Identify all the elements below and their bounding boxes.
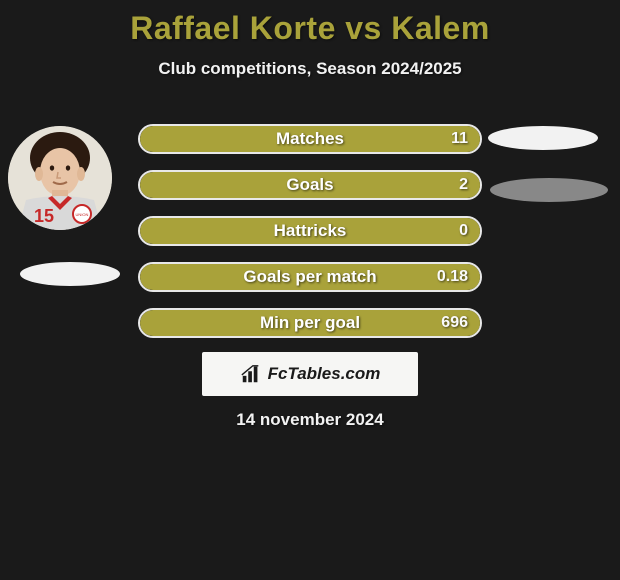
club-badge-text: UNION [76,212,89,217]
stat-row-hattricks: Hattricks 0 [138,216,482,246]
stat-value: 0 [459,218,468,244]
comparison-card: Raffael Korte vs Kalem Club competitions… [0,0,620,580]
bar-chart-icon [240,363,262,385]
stat-row-goals-per-match: Goals per match 0.18 [138,262,482,292]
jersey-number: 15 [34,206,54,226]
watermark: FcTables.com [202,352,418,396]
stat-value: 11 [451,126,468,152]
watermark-text: FcTables.com [268,364,381,384]
stat-label: Matches [140,126,480,152]
stat-row-goals: Goals 2 [138,170,482,200]
stat-label: Goals per match [140,264,480,290]
stat-value: 0.18 [437,264,468,290]
stat-value: 696 [441,310,468,336]
page-subtitle: Club competitions, Season 2024/2025 [0,59,620,79]
stat-row-matches: Matches 11 [138,124,482,154]
player-left-name-placeholder [20,262,120,286]
stat-label: Min per goal [140,310,480,336]
stat-label: Goals [140,172,480,198]
stat-label: Hattricks [140,218,480,244]
stats-panel: Matches 11 Goals 2 Hattricks 0 Goals per… [138,124,482,354]
avatar-placeholder-icon: 15 UNION [8,126,112,230]
stat-value: 2 [459,172,468,198]
stat-row-min-per-goal: Min per goal 696 [138,308,482,338]
player-right-name-placeholder [488,126,598,150]
player-left-avatar: 15 UNION [8,126,112,230]
date-text: 14 november 2024 [0,410,620,430]
player-right-avatar-placeholder [490,178,608,202]
page-title: Raffael Korte vs Kalem [0,0,620,47]
